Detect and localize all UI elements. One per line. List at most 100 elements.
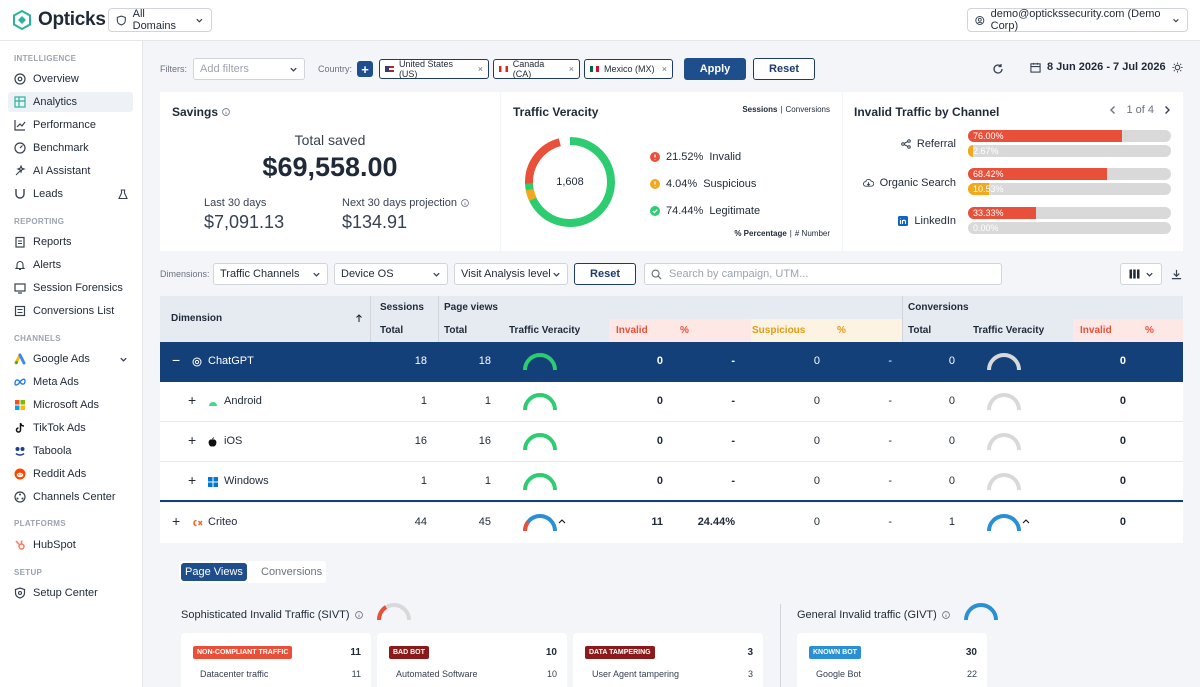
tab-conversions[interactable]: Conversions <box>261 566 323 578</box>
dimension-select-visit-level[interactable]: Visit Analysis level <box>454 263 568 285</box>
expand-toggle[interactable]: + <box>188 472 197 488</box>
apply-button[interactable]: Apply <box>684 58 747 80</box>
warning-dot-icon <box>650 179 660 189</box>
domain-selector[interactable]: All Domains <box>108 8 212 32</box>
sidebar-item-benchmark[interactable]: Benchmark <box>8 138 133 158</box>
search-input[interactable]: Search by campaign, UTM... <box>644 263 1002 285</box>
info-icon[interactable] <box>461 199 469 207</box>
col-dimension: Dimension <box>171 313 223 324</box>
sidebar-item-taboola[interactable]: Taboola <box>8 441 133 461</box>
close-icon[interactable]: × <box>661 64 668 74</box>
row-suspicious-pct: - <box>888 395 892 407</box>
sidebar-item-reddit-ads[interactable]: Reddit Ads <box>8 464 133 484</box>
collapse-toggle[interactable]: − <box>172 352 181 368</box>
add-filters-placeholder: Add filters <box>200 63 249 75</box>
expand-toggle[interactable]: + <box>172 513 181 529</box>
row-suspicious-pct: - <box>888 475 892 487</box>
breakdown-card-non-compliant: NON-COMPLIANT TRAFFIC 11 Datacenter traf… <box>181 633 371 687</box>
sidebar-item-analytics[interactable]: Analytics <box>8 92 133 112</box>
sidebar-item-label: Channels Center <box>33 491 116 503</box>
info-icon[interactable] <box>222 108 230 116</box>
suspicious-bar-label: 10.53% <box>973 184 1004 194</box>
donut-slice-invalid <box>525 137 615 227</box>
download-icon[interactable] <box>1171 269 1182 280</box>
close-icon[interactable]: × <box>477 64 484 74</box>
table-row[interactable]: + Windows 1 1 0 - 0 - 0 0 <box>160 462 1183 502</box>
veracity-gauge <box>987 353 1021 371</box>
columns-toggle-button[interactable] <box>1120 263 1162 285</box>
chevron-down-icon[interactable] <box>119 355 128 364</box>
col-conversions-veracity: Traffic Veracity <box>973 325 1045 336</box>
dimension-select-device-os[interactable]: Device OS <box>334 263 448 285</box>
refresh-icon[interactable] <box>992 63 1004 75</box>
category-tag: BAD BOT <box>389 646 429 659</box>
sidebar-item-label: Google Ads <box>33 353 90 365</box>
sidebar-item-setup-center[interactable]: Setup Center <box>8 583 133 603</box>
sidebar-item-session-forensics[interactable]: Session Forensics <box>8 278 133 298</box>
table-row[interactable]: − ChatGPT 18 18 0 - 0 - 0 0 <box>160 342 1183 382</box>
user-menu[interactable]: demo@optickssecurity.com (Demo Corp) <box>967 8 1188 32</box>
info-icon[interactable] <box>354 610 363 619</box>
table-row[interactable]: + Criteo 44 45 11 24.44% 0 - 1 0 <box>160 503 1183 543</box>
add-country-button[interactable]: + <box>357 61 374 77</box>
row-suspicious-pct: - <box>888 355 892 367</box>
chevron-left-icon[interactable] <box>1108 105 1118 115</box>
legend-invalid-pct: 21.52% <box>666 151 704 163</box>
mode-number[interactable]: # Number <box>794 229 830 238</box>
app-logo[interactable]: Opticks <box>12 9 106 31</box>
row-conversions: 0 <box>948 475 955 487</box>
row-name: iOS <box>224 435 243 447</box>
date-range-picker[interactable]: 8 Jun 2026 - 7 Jul 2026 <box>1030 61 1183 73</box>
sidebar: INTELLIGENCE Overview Analytics Performa… <box>0 41 143 687</box>
sidebar-item-conversions-list[interactable]: Conversions List <box>8 301 133 321</box>
tab-page-views[interactable]: Page Views <box>181 563 247 581</box>
chevron-down-icon <box>1173 18 1179 22</box>
toggle-conversions[interactable]: Conversions <box>785 105 830 114</box>
chevron-down-icon <box>290 67 297 72</box>
toggle-sessions[interactable]: Sessions <box>742 105 778 114</box>
sidebar-item-leads[interactable]: Leads <box>8 184 133 204</box>
sidebar-item-tiktok-ads[interactable]: TikTok Ads <box>8 418 133 438</box>
sidebar-item-meta-ads[interactable]: Meta Ads <box>8 372 133 392</box>
subcategory-label: Automated Software <box>396 669 478 679</box>
dimension-select-channels[interactable]: Traffic Channels <box>213 263 328 285</box>
sidebar-item-microsoft-ads[interactable]: Microsoft Ads <box>8 395 133 415</box>
traffic-veracity-title: Traffic Veracity <box>513 105 599 119</box>
invalid-bar-label: 68.42% <box>973 169 1004 179</box>
openai-icon <box>192 357 202 367</box>
reset-button[interactable]: Reset <box>753 58 816 80</box>
sidebar-item-label: Benchmark <box>33 142 89 154</box>
veracity-gauge <box>987 514 1030 532</box>
sidebar-item-reports[interactable]: Reports <box>8 232 133 252</box>
add-filters-dropdown[interactable]: Add filters <box>193 58 305 80</box>
row-sessions: 16 <box>414 435 427 447</box>
mode-percentage[interactable]: % Percentage <box>734 229 787 238</box>
sidebar-item-hubspot[interactable]: HubSpot <box>8 535 133 555</box>
chevron-right-icon[interactable] <box>1162 105 1172 115</box>
expand-toggle[interactable]: + <box>188 432 197 448</box>
channel-name: LinkedIn <box>914 215 956 227</box>
close-icon[interactable]: × <box>568 64 575 74</box>
info-icon[interactable] <box>941 610 950 619</box>
sidebar-item-google-ads[interactable]: Google Ads <box>8 349 133 369</box>
sidebar-item-performance[interactable]: Performance <box>8 115 133 135</box>
tiktok-icon <box>15 422 25 433</box>
row-invalid: 11 <box>651 516 663 528</box>
dimensions-reset-button[interactable]: Reset <box>574 263 636 285</box>
sort-arrow-icon[interactable] <box>355 314 363 323</box>
share-icon <box>901 139 911 149</box>
row-name: ChatGPT <box>208 355 254 367</box>
expand-toggle[interactable]: + <box>188 392 197 408</box>
table-row[interactable]: + iOS 16 16 0 - 0 - 0 0 <box>160 422 1183 462</box>
veracity-gauge <box>523 473 557 491</box>
table-row[interactable]: + Android 1 1 0 - 0 - 0 0 <box>160 382 1183 422</box>
sidebar-item-overview[interactable]: Overview <box>8 69 133 89</box>
chevron-down-icon <box>553 272 560 277</box>
sidebar-item-ai-assistant[interactable]: AI Assistant <box>8 161 133 181</box>
hubspot-icon <box>15 540 25 550</box>
sidebar-item-alerts[interactable]: Alerts <box>8 255 133 275</box>
sidebar-item-channels-center[interactable]: Channels Center <box>8 487 133 507</box>
legend-legitimate-pct: 74.44% <box>666 205 704 217</box>
main-content: Filters: Add filters Country: + United S… <box>143 41 1200 687</box>
sun-icon[interactable] <box>1172 61 1183 73</box>
